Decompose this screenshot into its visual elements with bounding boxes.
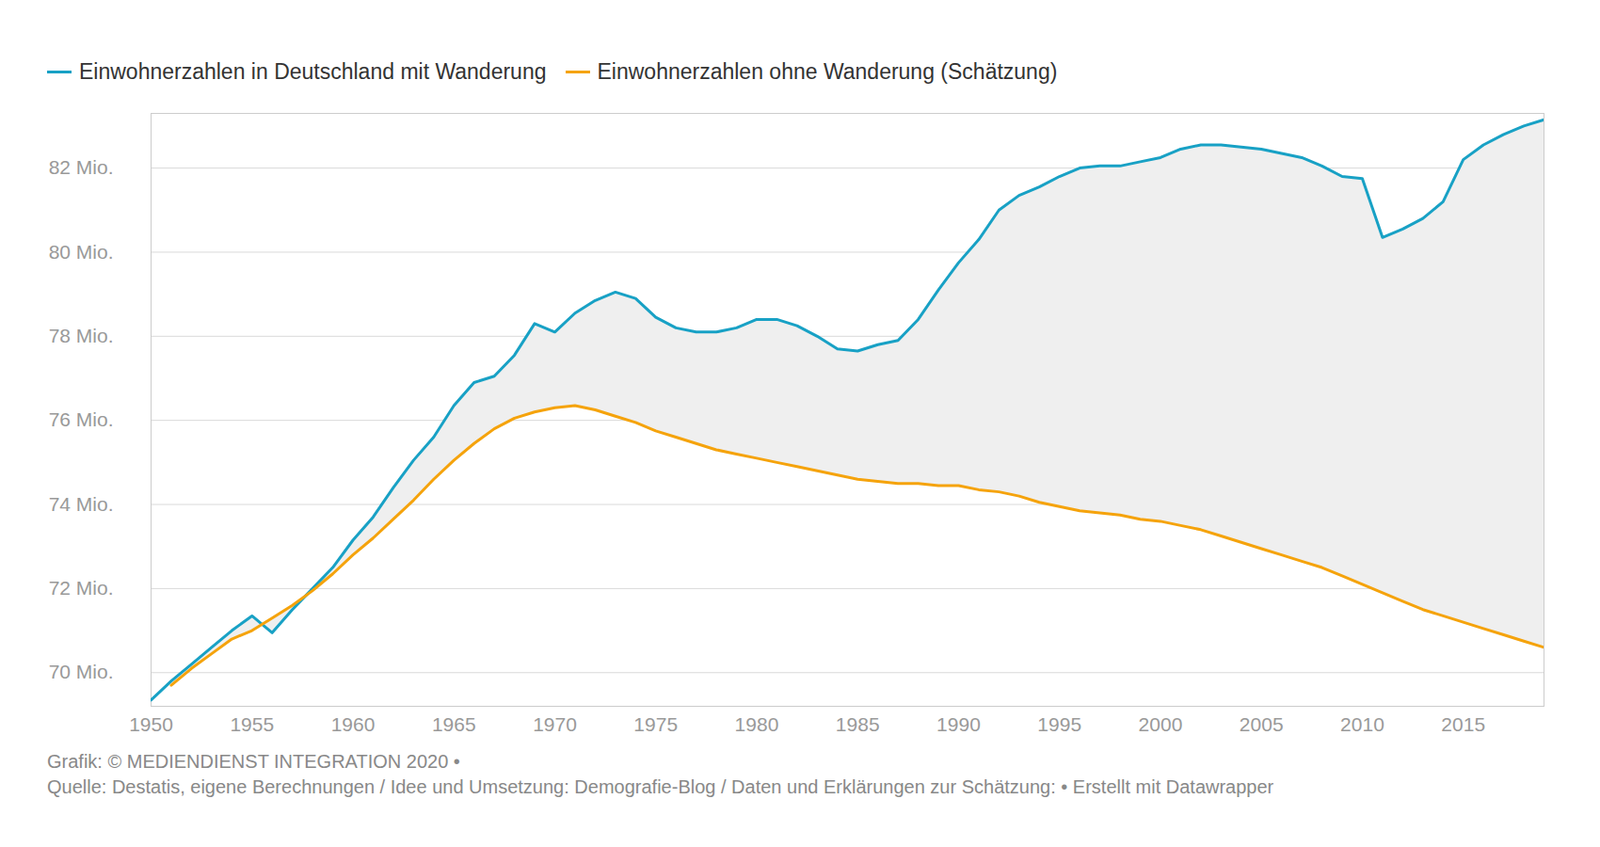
svg-text:1990: 1990 [936, 713, 981, 736]
svg-text:2000: 2000 [1138, 713, 1184, 736]
svg-text:2005: 2005 [1239, 713, 1284, 736]
svg-text:82 Mio.: 82 Mio. [48, 156, 114, 178]
svg-text:2015: 2015 [1440, 713, 1486, 736]
svg-text:1970: 1970 [532, 713, 577, 736]
html-text:Quelle: Destatis, eigene Berec: Quelle: Destatis, eigene Berechnungen / … [47, 776, 1274, 798]
svg-text:1985: 1985 [835, 713, 880, 736]
svg-text:80 Mio.: 80 Mio. [48, 240, 114, 263]
svg-text:1960: 1960 [331, 713, 376, 736]
svg-text:1965: 1965 [432, 713, 477, 736]
svg-text:78 Mio.: 78 Mio. [48, 324, 114, 347]
svg-text:1980: 1980 [735, 713, 780, 736]
svg-text:2010: 2010 [1340, 713, 1385, 736]
svg-text:1950: 1950 [128, 713, 174, 736]
svg-text:1975: 1975 [633, 713, 678, 736]
svg-text:74 Mio.: 74 Mio. [48, 493, 114, 515]
svg-text:72 Mio.: 72 Mio. [48, 576, 114, 599]
svg-text:1995: 1995 [1037, 713, 1082, 736]
svg-text:76 Mio.: 76 Mio. [48, 408, 114, 431]
html-text:Einwohnerzahlen ohne Wanderung: Einwohnerzahlen ohne Wanderung (Schätzun… [597, 58, 1058, 84]
svg-text:1955: 1955 [229, 713, 274, 736]
html-text:Grafik: © MEDIENDIENST INTEGRA: Grafik: © MEDIENDIENST INTEGRATION 2020 … [47, 751, 461, 772]
svg-text:70 Mio.: 70 Mio. [48, 660, 114, 683]
html-text:Einwohnerzahlen in Deutschland: Einwohnerzahlen in Deutschland mit Wande… [79, 58, 547, 84]
